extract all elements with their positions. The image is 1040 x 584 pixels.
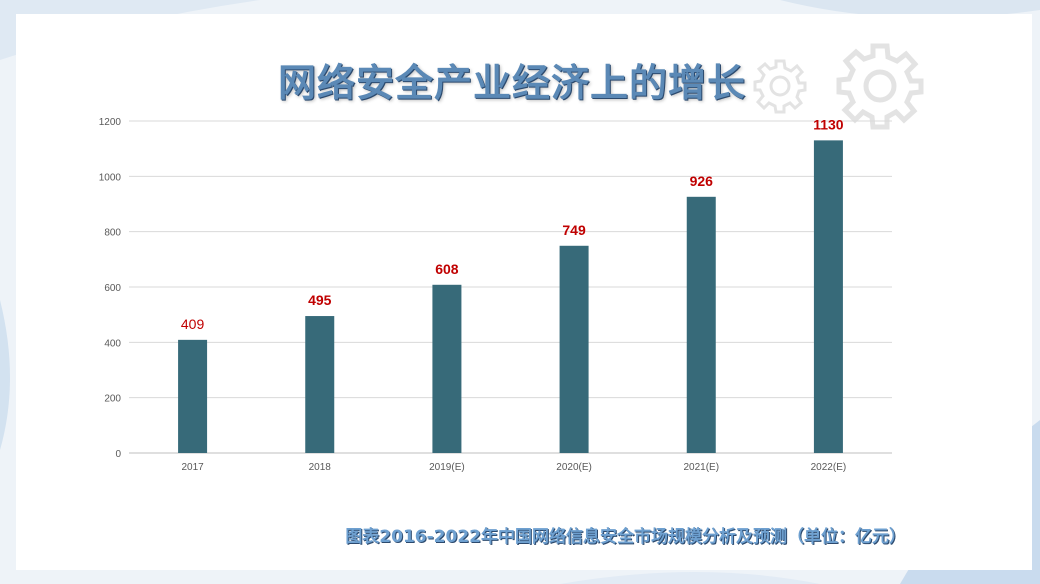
data-label: 926 [690,173,714,189]
bar [813,140,843,453]
data-label: 749 [562,222,586,238]
bar-chart: 0 200 400 600 800 1000 1200 2017 409 2018 495 2019(… [99,116,892,473]
y-tick-label: 600 [104,283,121,294]
slide-card: 网络安全产业经济上的增长 0 200 400 600 800 1000 1200 2017 40… [16,14,1032,570]
y-tick-label: 200 [104,394,121,405]
data-label: 1130 [813,116,844,132]
data-label: 495 [308,292,332,308]
y-tick-label: 1000 [99,172,122,183]
bar [178,339,208,453]
y-tick-label: 800 [104,228,121,239]
x-tick-label: 2017 [181,462,204,473]
large-gear-icon [836,43,924,130]
data-label: 608 [435,261,459,277]
bar [432,284,462,453]
chart-caption: 图表2016-2022年中国网络信息安全市场规模分析及预测（单位：亿元） [345,527,906,547]
x-tick-label: 2018 [309,462,332,473]
x-tick-label: 2022(E) [811,462,847,473]
bar [559,245,589,453]
y-tick-label: 1200 [99,117,122,128]
bar [686,196,716,453]
data-label: 409 [181,316,205,332]
page-title: 网络安全产业经济上的增长 [277,61,746,105]
y-tick-label: 0 [115,449,121,460]
bar [305,316,335,453]
small-gear-icon [753,59,807,114]
x-tick-label: 2019(E) [429,462,465,473]
x-tick-label: 2020(E) [556,462,592,473]
x-tick-label: 2021(E) [683,462,719,473]
y-tick-label: 400 [104,338,121,349]
